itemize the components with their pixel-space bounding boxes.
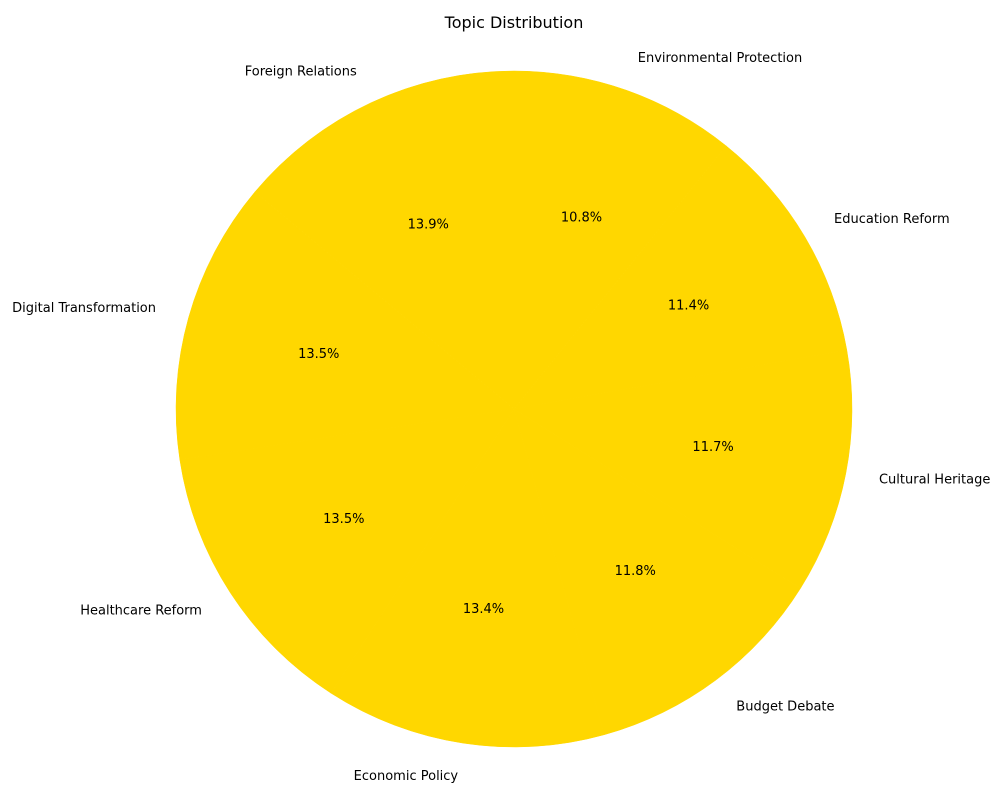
category-label: Cultural Heritage	[879, 472, 990, 487]
percentage-label: 10.8%	[561, 210, 602, 225]
percentage-labels: 10.8% 11.4% 11.7% 11.8% 13.4% 13.5% 13.5% 13.9%	[298, 210, 734, 617]
pie-slice-foreign-relations	[254, 70, 515, 410]
percentage-label: 13.9%	[408, 218, 449, 233]
category-label: Economic Policy	[354, 769, 459, 784]
percentage-label: 13.4%	[463, 602, 504, 617]
pie-slice-digital-transformation	[175, 191, 515, 461]
category-label: Foreign Relations	[245, 65, 357, 80]
pie-slice-budget-debate	[513, 408, 801, 736]
category-label: Budget Debate	[736, 700, 834, 715]
percentage-label: 13.5%	[323, 512, 364, 527]
pie-slice-healthcare-reform	[179, 408, 515, 694]
pie-slice-economic-policy	[330, 408, 605, 748]
percentage-label: 11.8%	[615, 564, 656, 579]
pie-slice-environmental-protection	[513, 70, 727, 410]
percentage-label: 13.5%	[298, 347, 339, 362]
category-label: Healthcare Reform	[80, 604, 202, 619]
percentage-label: 11.4%	[668, 298, 709, 313]
pie-slice-education-reform	[513, 145, 848, 410]
category-label: Environmental Protection	[638, 51, 803, 66]
pie-slices	[175, 70, 853, 748]
chart-title: Topic Distribution	[444, 13, 584, 32]
pie-slice-cultural-heritage	[513, 349, 853, 589]
category-label: Education Reform	[834, 212, 950, 227]
category-label: Digital Transformation	[12, 301, 156, 316]
category-labels: Environmental Protection Education Reform…	[12, 51, 990, 784]
percentage-label: 11.7%	[692, 440, 733, 455]
